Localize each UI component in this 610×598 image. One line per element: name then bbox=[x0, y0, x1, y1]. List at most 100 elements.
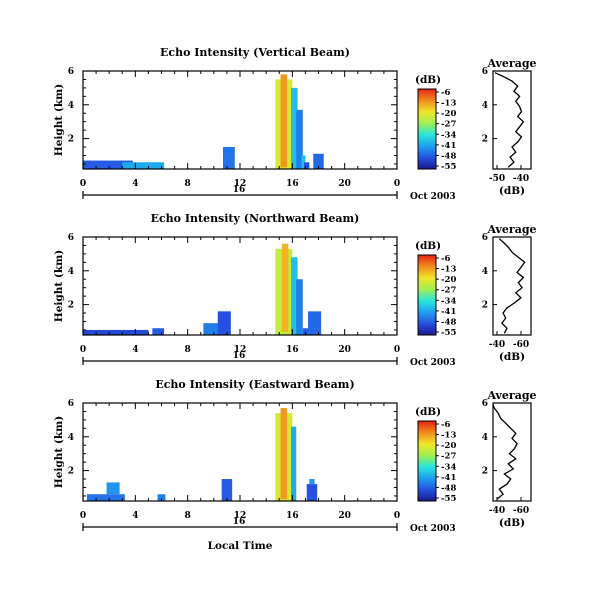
colorbar-tick-label: -6 bbox=[441, 88, 451, 98]
colorbar-tick-label: -34 bbox=[441, 296, 456, 306]
plot-frame bbox=[82, 70, 398, 170]
echo-cell bbox=[308, 311, 322, 335]
x-tick-label: 20 bbox=[338, 179, 351, 189]
profile-title: Average bbox=[486, 223, 536, 236]
echo-cell bbox=[221, 479, 233, 501]
x-tick-label: 0 bbox=[80, 511, 86, 521]
panel-title: Echo Intensity (Northward Beam) bbox=[151, 212, 360, 225]
echo-cell bbox=[217, 311, 231, 335]
y-tick-label: 6 bbox=[68, 233, 74, 243]
y-tick-label: 2 bbox=[68, 467, 74, 477]
echo-cell bbox=[106, 482, 120, 495]
echo-cell bbox=[280, 408, 288, 500]
profile-y-tick-label: 2 bbox=[482, 301, 488, 311]
x-tick-label: 0 bbox=[80, 179, 86, 189]
profile-frame bbox=[492, 236, 532, 336]
colorbar-unit: (dB) bbox=[415, 406, 441, 418]
colorbar bbox=[417, 254, 437, 336]
y-tick-label: 6 bbox=[68, 399, 74, 409]
colorbar-tick-label: -27 bbox=[441, 120, 456, 130]
x-tick-label: 0 bbox=[80, 345, 86, 355]
y-tick-label: 4 bbox=[68, 101, 74, 111]
x-tick-label: 0 bbox=[394, 345, 400, 355]
panel-title: Echo Intensity (Vertical Beam) bbox=[160, 46, 350, 59]
echo-cell bbox=[301, 155, 306, 169]
colorbar-tick-label: -13 bbox=[441, 265, 456, 275]
echo-cell bbox=[122, 162, 165, 169]
echo-cell bbox=[306, 484, 318, 501]
echo-cell bbox=[296, 279, 303, 335]
x-tick-label: 4 bbox=[132, 179, 138, 189]
date-label: Oct 2003 bbox=[410, 192, 456, 202]
echo-cell bbox=[222, 147, 235, 169]
x-tick-label: 8 bbox=[185, 179, 191, 189]
echo-cell bbox=[291, 87, 298, 169]
profile-x-label: (dB) bbox=[499, 185, 525, 197]
x-tick-label: 8 bbox=[185, 511, 191, 521]
profile-frame bbox=[492, 70, 532, 170]
echo-cell bbox=[152, 328, 165, 335]
echo-cell bbox=[309, 479, 315, 485]
colorbar-tick-label: -41 bbox=[441, 473, 456, 483]
colorbar-tick-label: -41 bbox=[441, 307, 456, 317]
profile-title: Average bbox=[486, 389, 536, 402]
colorbar-tick-label: -27 bbox=[441, 452, 456, 462]
profile-y-tick-label: 4 bbox=[482, 101, 488, 111]
profile-x-label: (dB) bbox=[499, 517, 525, 529]
panel-vertical-beam: Echo Intensity (Vertical Beam)0 4 8 12 16 20 0… bbox=[53, 46, 537, 202]
profile-x-tick-label: -40 bbox=[489, 340, 505, 350]
colorbar-tick-label: -20 bbox=[441, 109, 456, 119]
x-tick-label: 4 bbox=[132, 511, 138, 521]
profile-x-tick-label: -60 bbox=[513, 340, 529, 350]
echo-cell bbox=[291, 426, 297, 501]
colorbar-tick-label: -55 bbox=[441, 328, 456, 338]
x-tick-label: 12 bbox=[234, 179, 247, 189]
profile-line bbox=[494, 72, 525, 168]
echo-cell bbox=[281, 243, 289, 332]
day-label: 16 bbox=[233, 517, 246, 527]
y-tick-label: 6 bbox=[68, 67, 74, 77]
echo-cell bbox=[157, 494, 166, 501]
x-tick-label: 16 bbox=[286, 511, 299, 521]
echo-cell bbox=[203, 323, 220, 335]
y-tick-label: 2 bbox=[68, 135, 74, 145]
colorbar-tick-label: -6 bbox=[441, 420, 451, 430]
colorbar-tick-label: -6 bbox=[441, 254, 451, 264]
profile-line bbox=[498, 238, 526, 334]
colorbar-tick-label: -41 bbox=[441, 141, 456, 151]
profile-line bbox=[492, 404, 518, 500]
colorbar-unit: (dB) bbox=[415, 74, 441, 86]
colorbar bbox=[417, 88, 437, 170]
profile-x-tick-label: -40 bbox=[489, 506, 505, 516]
x-tick-label: 8 bbox=[185, 345, 191, 355]
date-label: Oct 2003 bbox=[410, 524, 456, 534]
colorbar-tick-label: -48 bbox=[441, 151, 456, 161]
x-tick-label: 20 bbox=[338, 345, 351, 355]
echo-cell bbox=[304, 162, 310, 169]
x-tick-label: 4 bbox=[132, 345, 138, 355]
x-tick-label: 0 bbox=[394, 179, 400, 189]
profile-y-tick-label: 2 bbox=[482, 467, 488, 477]
colorbar-tick-label: -27 bbox=[441, 286, 456, 296]
x-tick-label: 0 bbox=[394, 511, 400, 521]
profile-y-tick-label: 6 bbox=[482, 67, 488, 77]
colorbar-tick-label: -34 bbox=[441, 130, 456, 140]
plot-frame bbox=[82, 236, 398, 336]
colorbar-tick-label: -55 bbox=[441, 494, 456, 504]
colorbar bbox=[417, 420, 437, 502]
colorbar-tick-label: -55 bbox=[441, 162, 456, 172]
echo-cell bbox=[83, 160, 133, 169]
day-label: 16 bbox=[233, 185, 246, 195]
x-tick-label: 16 bbox=[286, 179, 299, 189]
echo-cell bbox=[291, 257, 298, 335]
y-tick-label: 2 bbox=[68, 301, 74, 311]
date-label: Oct 2003 bbox=[410, 358, 456, 368]
colorbar-tick-label: -20 bbox=[441, 275, 456, 285]
echo-cell bbox=[296, 109, 303, 169]
profile-title: Average bbox=[486, 57, 536, 70]
colorbar-tick-label: -13 bbox=[441, 431, 456, 441]
colorbar-tick-label: -20 bbox=[441, 441, 456, 451]
profile-x-tick-label: -40 bbox=[513, 174, 529, 184]
profile-x-tick-label: -60 bbox=[513, 506, 529, 516]
